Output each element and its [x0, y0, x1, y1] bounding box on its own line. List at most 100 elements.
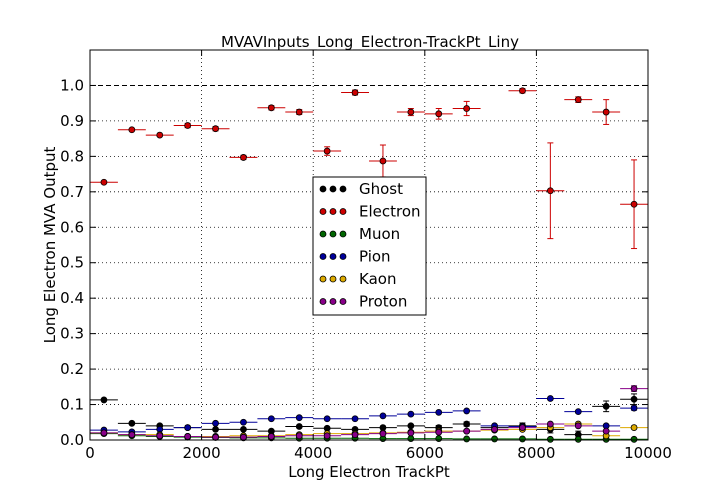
data-point — [396, 410, 425, 418]
marker — [240, 433, 247, 441]
marker — [323, 415, 331, 423]
y-tick-label: 0.0 — [60, 431, 84, 449]
y-tick-label: 0.5 — [60, 254, 84, 272]
marker — [212, 125, 219, 133]
legend-marker — [319, 230, 327, 238]
marker — [630, 200, 638, 208]
x-tick-label: 4000 — [294, 444, 332, 462]
data-point — [229, 418, 258, 426]
marker — [184, 122, 192, 129]
marker — [630, 385, 638, 392]
data-point — [285, 414, 314, 422]
legend-marker — [319, 275, 327, 283]
legend-entry-muon: Muon — [319, 225, 400, 243]
data-point — [620, 404, 648, 412]
data-point — [285, 108, 314, 116]
legend-marker — [339, 253, 347, 260]
legend-entry-ghost: Ghost — [319, 180, 403, 198]
x-tick-label: 2000 — [183, 444, 221, 462]
data-point — [564, 430, 593, 439]
data-point — [90, 429, 118, 437]
legend-entry-kaon: Kaon — [319, 270, 396, 288]
data-point — [117, 419, 146, 427]
legend-marker — [329, 208, 337, 215]
data-point — [257, 104, 286, 112]
y-tick-label: 0.9 — [60, 112, 84, 130]
marker — [407, 422, 415, 430]
marker — [574, 96, 582, 104]
marker — [100, 396, 108, 404]
marker — [295, 414, 303, 422]
data-point — [201, 125, 230, 133]
marker — [128, 126, 136, 134]
marker — [602, 108, 610, 116]
data-point — [313, 146, 342, 156]
data-point — [564, 408, 593, 416]
marker — [128, 431, 136, 439]
marker — [156, 432, 164, 440]
marker — [295, 432, 303, 440]
data-point — [396, 422, 425, 430]
data-point — [173, 433, 202, 440]
data-point — [313, 432, 342, 440]
axis-tick-labels: 0 2000 4000 6000 8000 10000 0.0 0.1 0.2 0.3 0.4 0.5… — [60, 76, 672, 462]
data-point — [424, 108, 453, 120]
data-point — [145, 131, 174, 139]
data-point — [620, 159, 648, 250]
data-point — [173, 122, 202, 129]
marker — [435, 408, 443, 416]
data-point — [257, 433, 286, 440]
marker — [351, 431, 359, 439]
data-point — [620, 435, 648, 443]
data-point — [452, 427, 481, 435]
marker — [407, 435, 415, 442]
marker — [267, 104, 275, 112]
marker — [463, 435, 471, 443]
data-point — [452, 100, 481, 117]
data-point — [90, 178, 118, 186]
marker — [630, 404, 638, 412]
data-point — [313, 415, 342, 423]
legend-marker — [319, 253, 327, 260]
marker — [463, 105, 471, 112]
x-tick-label: 0 — [85, 444, 95, 462]
data-point — [452, 407, 481, 415]
legend-entry-proton: Proton — [319, 293, 407, 311]
legend-marker — [339, 230, 347, 238]
x-axis-label: Long Electron TrackPt — [288, 463, 450, 481]
marker — [295, 423, 303, 430]
marker — [435, 110, 443, 118]
data-point — [536, 435, 565, 443]
legend-marker — [319, 185, 327, 193]
marker — [379, 157, 387, 165]
data-point — [396, 429, 425, 437]
marker — [602, 402, 610, 410]
data-point — [620, 393, 648, 406]
marker — [128, 419, 136, 427]
marker — [435, 428, 443, 436]
marker — [212, 425, 219, 433]
marker — [184, 424, 192, 431]
marker — [630, 435, 638, 443]
data-point — [90, 396, 118, 404]
marker — [379, 430, 387, 438]
data-point — [201, 419, 230, 427]
marker — [351, 415, 359, 423]
data-point — [620, 424, 648, 431]
data-point — [145, 432, 174, 440]
data-point — [396, 108, 425, 117]
y-tick-label: 0.1 — [60, 396, 84, 414]
data-point — [592, 427, 621, 435]
data-point — [536, 395, 565, 402]
chart-title: MVAVInputs_Long_Electron-TrackPt_Liny — [221, 33, 519, 52]
legend-box — [312, 176, 427, 316]
data-point — [285, 432, 314, 440]
marker — [491, 435, 498, 443]
data-point — [564, 435, 593, 443]
marker — [240, 425, 247, 433]
marker — [463, 407, 471, 415]
marker — [295, 108, 303, 116]
y-tick-label: 1.0 — [60, 76, 84, 94]
marker — [546, 395, 554, 402]
plot-frame — [89, 49, 649, 441]
